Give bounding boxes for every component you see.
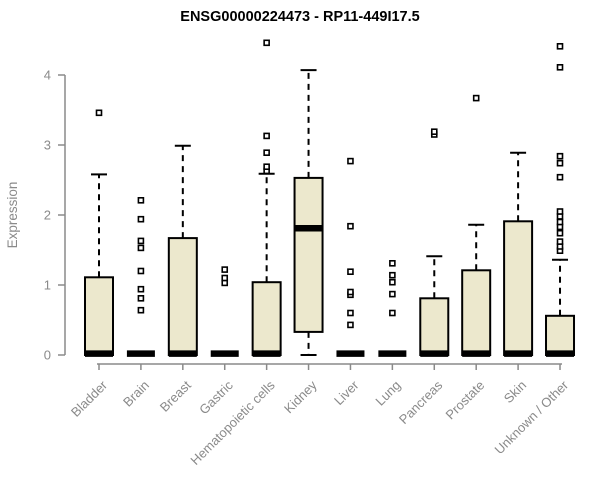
- outlier-point: [389, 259, 396, 267]
- outlier-point: [556, 152, 564, 160]
- box-rect: [167, 237, 198, 357]
- box-hematopoietic-cells: [251, 39, 282, 357]
- outlier-point: [137, 267, 145, 275]
- outlier-point: [556, 229, 564, 237]
- outlier-point: [389, 278, 396, 286]
- outlier-point: [347, 321, 354, 329]
- chart-title: ENSG00000224473 - RP11-449I17.5: [180, 9, 419, 25]
- outlier-point: [389, 290, 396, 298]
- outlier-point: [556, 218, 564, 226]
- y-tick-label: 2: [44, 208, 51, 223]
- outlier-point: [556, 159, 564, 167]
- x-category-label: Gastric: [196, 377, 236, 417]
- box-pancreas: [419, 128, 450, 357]
- box-rect: [419, 297, 450, 356]
- outlier-point: [221, 274, 229, 282]
- outlier-point: [556, 173, 564, 181]
- box-gastric: [210, 266, 239, 357]
- box-skin: [503, 151, 534, 357]
- box-breast: [167, 144, 198, 357]
- x-category-label: Lung: [372, 378, 403, 409]
- box-unknown-other: [545, 42, 576, 357]
- outlier-point: [263, 132, 270, 140]
- box-rect: [293, 176, 324, 333]
- outlier-point: [137, 285, 145, 293]
- box-rect: [84, 276, 114, 356]
- outlier-point: [137, 215, 145, 223]
- y-tick-label: 0: [44, 348, 51, 363]
- box-liver: [336, 157, 365, 357]
- box-rect: [545, 314, 576, 356]
- outlier-point: [137, 197, 145, 204]
- outlier-point: [347, 157, 354, 165]
- box-rect: [503, 220, 534, 356]
- box-rect: [251, 281, 282, 357]
- y-axis-label: Expression: [5, 182, 20, 249]
- y-tick-label: 1: [44, 278, 51, 293]
- outlier-point: [556, 208, 564, 215]
- outlier-point: [347, 309, 354, 317]
- box-brain: [126, 197, 155, 357]
- outlier-point: [137, 237, 145, 245]
- outlier-point: [430, 128, 438, 135]
- outlier-point: [347, 222, 354, 230]
- x-category-label: Brain: [120, 378, 152, 410]
- x-category-label: Unknown / Other: [492, 377, 572, 457]
- outlier-point: [137, 306, 145, 314]
- x-category-label: Pancreas: [396, 377, 446, 427]
- outlier-point: [472, 94, 480, 102]
- y-tick-label: 3: [44, 138, 51, 153]
- x-category-label: Bladder: [68, 377, 111, 420]
- y-tick-label: 4: [44, 68, 51, 83]
- outlier-point: [556, 42, 564, 50]
- outlier-point: [221, 266, 229, 273]
- x-category-label: Prostate: [442, 378, 487, 423]
- outlier-point: [263, 149, 270, 156]
- x-category-label: Breast: [157, 377, 194, 414]
- outlier-point: [347, 288, 354, 296]
- outlier-point: [389, 309, 396, 317]
- outlier-point: [137, 244, 145, 252]
- outlier-point: [389, 271, 396, 279]
- box-series: [84, 39, 576, 357]
- x-category-label: Kidney: [281, 377, 320, 416]
- outlier-point: [95, 109, 103, 117]
- outlier-point: [137, 294, 145, 302]
- x-category-label: Skin: [501, 378, 529, 406]
- box-rect: [461, 269, 492, 356]
- box-kidney: [293, 69, 324, 356]
- outlier-point: [263, 39, 270, 47]
- box-lung: [378, 259, 407, 357]
- box-bladder: [84, 109, 114, 357]
- outlier-point: [556, 238, 564, 245]
- outlier-point: [263, 163, 270, 170]
- x-category-label: Liver: [331, 377, 362, 408]
- outlier-point: [556, 64, 564, 71]
- outlier-point: [347, 268, 354, 276]
- box-prostate: [461, 94, 492, 357]
